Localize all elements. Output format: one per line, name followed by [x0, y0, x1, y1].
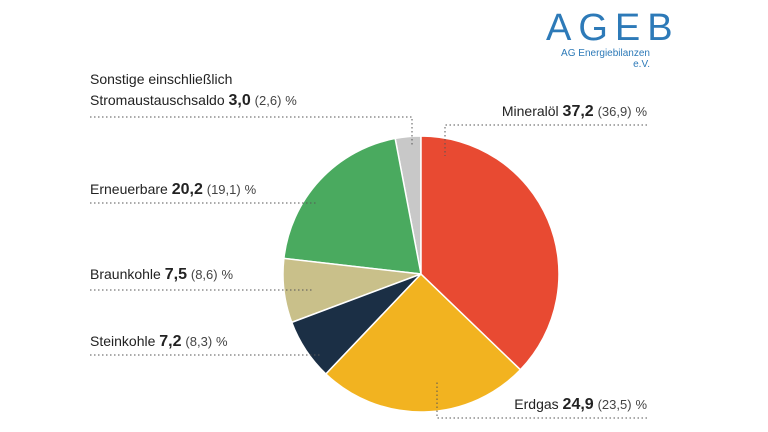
logo: AGEB AG Energiebilanzen e.V.: [546, 8, 673, 70]
previous-value-label: (23,5): [597, 397, 632, 412]
logo-text: AGEB: [546, 7, 680, 49]
value-label: 7,5: [164, 266, 187, 283]
pie-slice: [324, 272, 522, 413]
pie-slice: [420, 135, 560, 371]
previous-value-label: (8,3): [185, 334, 213, 349]
category-name: Mineralöl: [501, 103, 559, 119]
leader-lines: [90, 116, 647, 419]
slice-label: Erdgas 24,9 (23,5) %: [514, 394, 647, 415]
previous-value-label: (8,6): [190, 267, 218, 282]
category-name: Erdgas: [514, 396, 559, 412]
previous-value-label: (19,1): [206, 182, 241, 197]
pie-slice: [283, 137, 422, 275]
slice-label: Sonstige einschließlich Stromaustauschsa…: [90, 69, 330, 111]
previous-value-label: (2,6): [254, 93, 282, 108]
previous-value-label: (36,9): [597, 104, 632, 119]
value-label: 24,9: [562, 396, 594, 413]
category-name: Braunkohle: [90, 266, 161, 282]
category-name: Steinkohle: [90, 333, 156, 349]
value-label: 3,0: [228, 92, 251, 109]
category-name: Erneuerbare: [90, 181, 168, 197]
value-label: 20,2: [171, 181, 203, 198]
unit: %: [216, 334, 228, 349]
value-label: 37,2: [562, 103, 594, 120]
value-label: 7,2: [159, 333, 182, 350]
slice-label: Mineralöl 37,2 (36,9) %: [502, 101, 647, 122]
unit: %: [221, 267, 234, 282]
slice-label: Erneuerbare 20,2 (19,1) %: [90, 179, 256, 200]
unit: %: [285, 93, 297, 108]
unit: %: [635, 397, 647, 412]
category-name: Sonstige einschließlich Stromaustauschsa…: [90, 71, 233, 108]
slice-label: Braunkohle 7,5 (8,6) %: [90, 264, 233, 285]
logo-subtitle: AG Energiebilanzen e.V.: [561, 48, 650, 70]
unit: %: [244, 182, 257, 197]
slice-label: Steinkohle 7,2 (8,3) %: [90, 331, 228, 352]
unit: %: [635, 104, 647, 119]
leader-line: [90, 116, 413, 146]
